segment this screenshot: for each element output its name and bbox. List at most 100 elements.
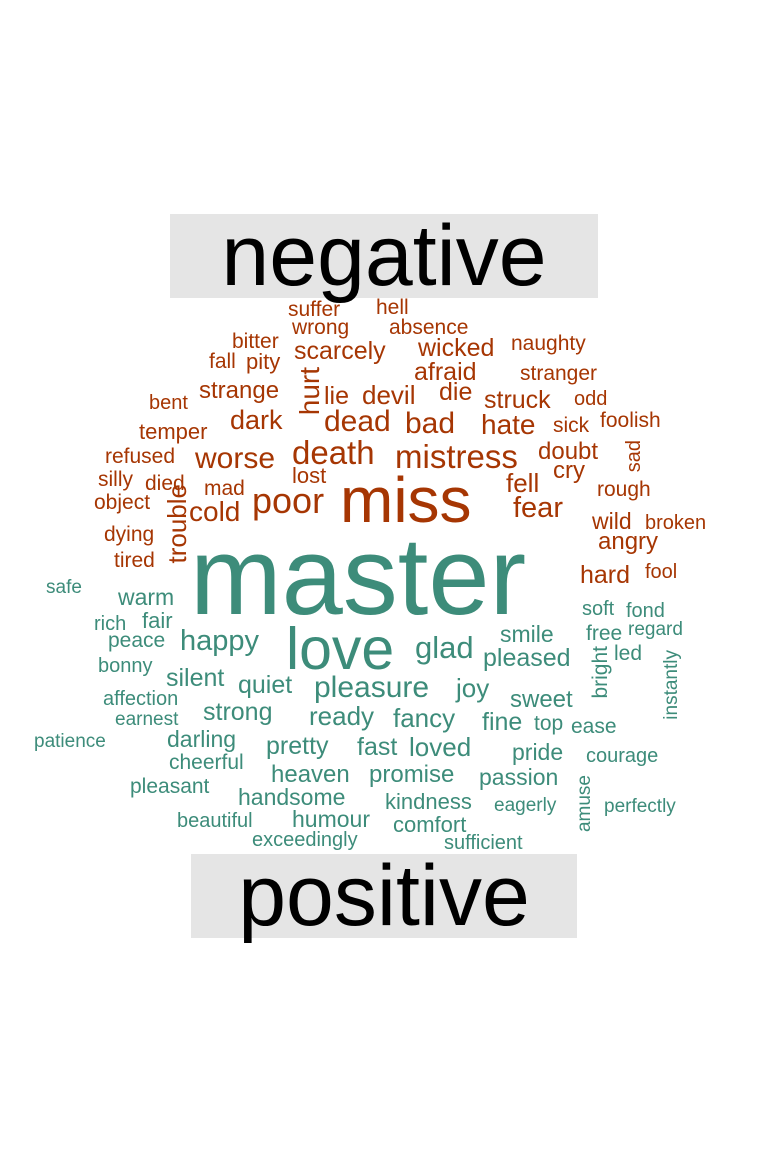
negative-word-poor: poor	[252, 480, 325, 521]
positive-word-kindness: kindness	[385, 789, 472, 814]
positive-word-ready: ready	[309, 701, 375, 731]
positive-word-courage: courage	[586, 745, 659, 767]
negative-word-fear: fear	[513, 492, 563, 524]
positive-label-text: positive	[238, 848, 530, 944]
positive-word-fancy: fancy	[393, 703, 456, 733]
negative-word-naughty: naughty	[511, 332, 586, 355]
positive-word-eagerly: eagerly	[494, 795, 557, 816]
positive-word-pride: pride	[512, 739, 564, 765]
negative-word-dead: dead	[324, 405, 391, 438]
negative-word-fell: fell	[506, 468, 540, 498]
positive-word-fond: fond	[626, 600, 665, 622]
negative-word-bad: bad	[405, 407, 456, 440]
negative-word-fall: fall	[209, 350, 236, 373]
positive-word-patience: patience	[34, 731, 106, 752]
negative-word-lost: lost	[292, 463, 327, 488]
positive-word-regard: regard	[628, 619, 683, 640]
positive-word-peace: peace	[108, 629, 166, 652]
positive-word-pleasure: pleasure	[314, 671, 430, 704]
negative-word-wild: wild	[592, 508, 632, 534]
positive-label: positive	[191, 848, 577, 944]
positive-word-happy: happy	[180, 625, 260, 657]
positive-word-pleased: pleased	[483, 644, 571, 672]
negative-word-pity: pity	[246, 349, 281, 374]
positive-word-safe: safe	[46, 577, 82, 598]
positive-word-master: master	[190, 515, 527, 638]
negative-word-sick: sick	[553, 414, 590, 437]
positive-word-handsome: handsome	[238, 784, 346, 810]
positive-word-glad: glad	[415, 630, 474, 665]
negative-word-stranger: stranger	[520, 362, 598, 385]
negative-word-afraid: afraid	[414, 358, 477, 386]
negative-word-trouble: trouble	[162, 484, 192, 564]
negative-word-object: object	[94, 491, 151, 514]
positive-word-quiet: quiet	[238, 671, 293, 699]
negative-word-wrong: wrong	[292, 316, 350, 339]
negative-word-wicked: wicked	[418, 334, 495, 362]
negative-word-death: death	[292, 434, 375, 471]
negative-word-fool: fool	[645, 561, 678, 583]
negative-word-mad: mad	[204, 477, 245, 500]
negative-word-scarcely: scarcely	[294, 337, 386, 365]
positive-word-passion: passion	[479, 764, 559, 790]
positive-word-silent: silent	[166, 664, 225, 692]
positive-word-fast: fast	[357, 733, 398, 761]
negative-word-miss: miss	[340, 464, 472, 536]
positive-word-fair: fair	[142, 608, 173, 633]
positive-word-rich: rich	[94, 613, 127, 635]
positive-word-smile: smile	[500, 621, 554, 647]
positive-word-free: free	[586, 622, 623, 645]
positive-word-strong: strong	[203, 698, 273, 726]
negative-word-strange: strange	[199, 377, 280, 404]
positive-word-bonny: bonny	[98, 655, 153, 677]
positive-word-love: love	[286, 616, 395, 682]
positive-word-soft: soft	[582, 598, 615, 620]
positive-word-sweet: sweet	[510, 686, 573, 713]
negative-word-cry: cry	[553, 457, 585, 484]
negative-word-worse: worse	[195, 442, 276, 475]
positive-word-exceedingly: exceedingly	[252, 829, 358, 851]
negative-label-text: negative	[221, 208, 547, 304]
positive-word-warm: warm	[118, 584, 175, 610]
negative-word-bitter: bitter	[232, 330, 279, 353]
negative-word-foolish: foolish	[600, 409, 661, 432]
positive-word-amuse: amuse	[574, 775, 595, 833]
negative-word-dying: dying	[104, 523, 155, 546]
positive-word-sufficient: sufficient	[444, 832, 523, 854]
positive-word-darling: darling	[167, 726, 237, 752]
negative-word-refused: refused	[105, 445, 176, 468]
positive-word-affection: affection	[103, 688, 179, 710]
positive-word-joy: joy	[456, 673, 490, 703]
negative-word-angry: angry	[598, 528, 659, 555]
negative-word-devil: devil	[362, 380, 416, 410]
negative-word-lie: lie	[324, 382, 350, 410]
positive-word-comfort: comfort	[393, 812, 467, 837]
negative-word-silly: silly	[98, 468, 133, 491]
negative-word-dark: dark	[230, 405, 283, 435]
positive-word-led: led	[614, 642, 643, 665]
negative-word-struck: struck	[484, 386, 551, 414]
positive-word-humour: humour	[292, 806, 370, 832]
negative-word-mistress: mistress	[395, 438, 518, 475]
positive-word-pretty: pretty	[266, 732, 329, 760]
negative-word-die: die	[439, 378, 473, 406]
positive-word-pleasant: pleasant	[130, 775, 210, 798]
negative-word-hard: hard	[580, 561, 631, 589]
negative-word-tired: tired	[114, 549, 155, 572]
negative-word-bent: bent	[149, 392, 188, 414]
positive-word-heaven: heaven	[271, 761, 350, 788]
positive-word-instantly: instantly	[661, 650, 682, 720]
positive-word-fine: fine	[482, 708, 523, 736]
positive-word-top: top	[534, 712, 564, 735]
negative-word-temper: temper	[139, 419, 208, 444]
positive-word-earnest: earnest	[115, 709, 179, 730]
negative-word-hell: hell	[376, 296, 409, 319]
negative-word-sad: sad	[623, 440, 645, 473]
positive-word-promise: promise	[369, 761, 455, 788]
positive-word-perfectly: perfectly	[604, 796, 676, 817]
negative-word-absence: absence	[389, 316, 469, 339]
negative-word-died: died	[145, 472, 185, 495]
negative-label: negative	[170, 208, 598, 304]
positive-word-bright: bright	[589, 646, 612, 699]
negative-word-hate: hate	[481, 409, 536, 440]
